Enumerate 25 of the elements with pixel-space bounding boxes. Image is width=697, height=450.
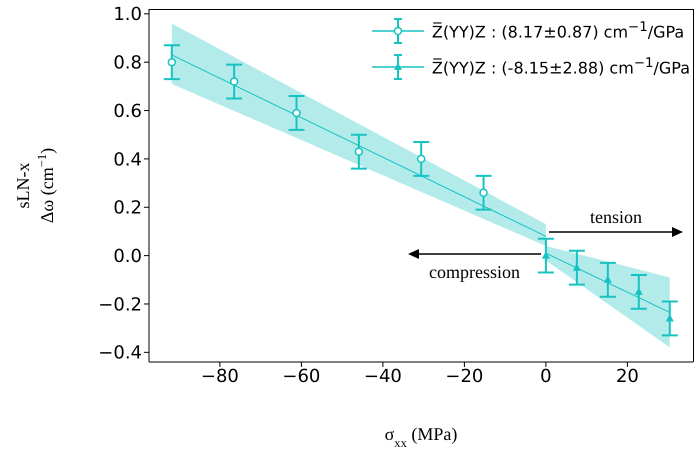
point: [168, 58, 176, 66]
x-tick-label: −80: [200, 366, 239, 387]
point: [479, 188, 488, 198]
point: [354, 147, 364, 156]
x-tick-label: −40: [364, 366, 402, 387]
point: [292, 108, 301, 118]
y-tick-label: 1.0: [113, 4, 142, 26]
x-tick-label: 0: [540, 366, 552, 387]
legend-label: Z̅(YY)Z : (8.17±0.87) cm$^{−1}$/GPa: [432, 20, 684, 42]
x-tick-label: −60: [282, 366, 320, 387]
legend-label: Z̅(YY)Z : (-8.15±2.88) cm$^{−1}$/GPa: [432, 56, 690, 78]
annotation: tension: [590, 207, 642, 227]
annotation: compression: [429, 262, 520, 282]
y-tick-label: 0.0: [113, 246, 142, 268]
y-tick-label: 0.4: [113, 149, 142, 170]
x-tick-label: −20: [445, 366, 484, 387]
x-axis-title: σ$_{xx}$ (MPa): [384, 424, 458, 450]
x-tick-label: 20: [616, 366, 639, 387]
y-tick-label: −0.4: [98, 342, 142, 364]
y-tick-label: 0.8: [113, 52, 142, 74]
y-tick-label: 0.2: [113, 198, 142, 219]
point: [416, 154, 426, 164]
y-tick-label: −0.2: [98, 294, 142, 316]
point: [230, 77, 238, 86]
y-tick-label: 0.6: [113, 100, 142, 122]
